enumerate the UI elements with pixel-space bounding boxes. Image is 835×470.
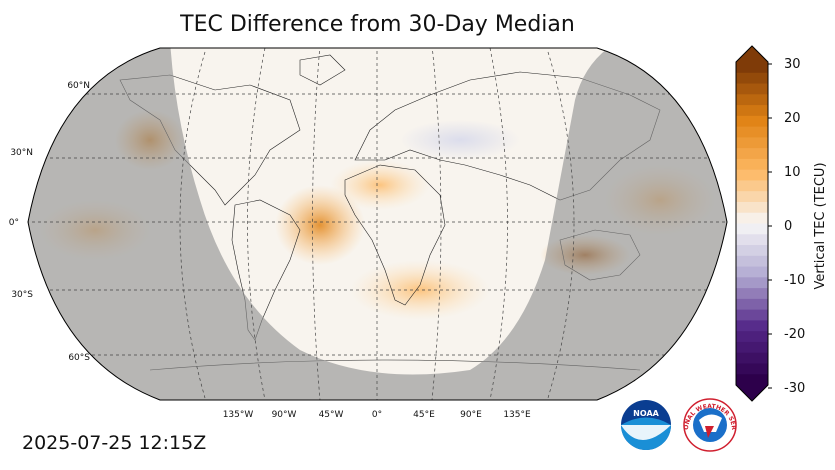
colorbar-band [736,331,768,343]
colorbar-band [736,363,768,375]
colorbar-band [736,309,768,321]
colorbar-band [736,148,768,160]
colorbar-band [736,115,768,128]
colorbar-band [736,255,768,268]
colorbar-band [736,234,768,246]
anomaly-atlantic [275,185,365,265]
colorbar-band [736,191,768,203]
noaa-logo: NOAA [621,400,671,450]
anomaly-europe [400,120,520,160]
colorbar-band [736,158,768,171]
colorbar-band [736,374,768,386]
anomaly-africa [330,160,430,210]
lat-label-60s: 60°S [68,353,90,363]
colorbar-extend-max [736,46,768,62]
colorbar-band [736,105,768,117]
colorbar-band [736,180,768,192]
colorbar-tick-10: 10 [784,165,801,180]
lon-label-45w: 45°W [319,410,344,420]
colorbar-band [736,94,768,106]
lon-label-0: 0° [372,410,382,420]
lon-label-45e: 45°E [413,410,435,420]
colorbar-band [736,298,768,311]
colorbar-band [736,137,768,149]
colorbar: 30 20 10 0 -10 -20 -30 Vertical TEC (TEC… [735,45,828,402]
lon-label-90e: 90°E [460,410,482,420]
night-shading [28,48,727,400]
colorbar-band [736,62,768,74]
graticule [28,48,727,400]
globe-outline [27,47,728,401]
colorbar-band [736,169,768,181]
lon-label-135w: 135°W [223,410,254,420]
colorbar-band [736,126,768,138]
lat-label-30s: 30°S [11,290,33,300]
colorbar-band [736,277,768,289]
colorbar-outline [735,45,769,402]
colorbar-band [736,201,768,214]
colorbar-band [736,223,768,235]
lon-label-135e: 135°E [503,410,531,420]
colorbar-band [736,341,768,354]
lat-label-30n: 30°N [10,148,33,158]
colorbar-band [736,266,768,278]
colorbar-tick-0: 0 [784,219,792,234]
colorbar-band [736,288,768,300]
lat-label-60n: 60°N [67,81,90,91]
colorbar-label: Vertical TEC (TECU) [813,162,828,289]
lat-label-0: 0° [9,218,19,228]
colorbar-band [736,212,768,224]
map-title: TEC Difference from 30-Day Median [180,12,575,37]
night-mask [28,48,727,400]
noaa-logo-text: NOAA [633,409,659,418]
lon-label-90w: 90°W [272,410,297,420]
colorbar-band [736,83,768,95]
colorbar-band [736,72,768,85]
colorbar-band [736,320,768,332]
colorbar-tick-20: 20 [784,111,801,126]
anomaly-south-atlantic [350,260,490,320]
timestamp: 2025-07-25 12:15Z [22,432,207,454]
colorbar-band [736,352,768,364]
colorbar-tick-neg20: -20 [784,327,805,342]
colorbar-tick-neg10: -10 [784,273,805,288]
colorbar-tick-30: 30 [784,57,801,72]
colorbar-band [736,245,768,257]
colorbar-extend-min [736,385,768,401]
colorbar-tick-neg30: -30 [784,381,805,396]
